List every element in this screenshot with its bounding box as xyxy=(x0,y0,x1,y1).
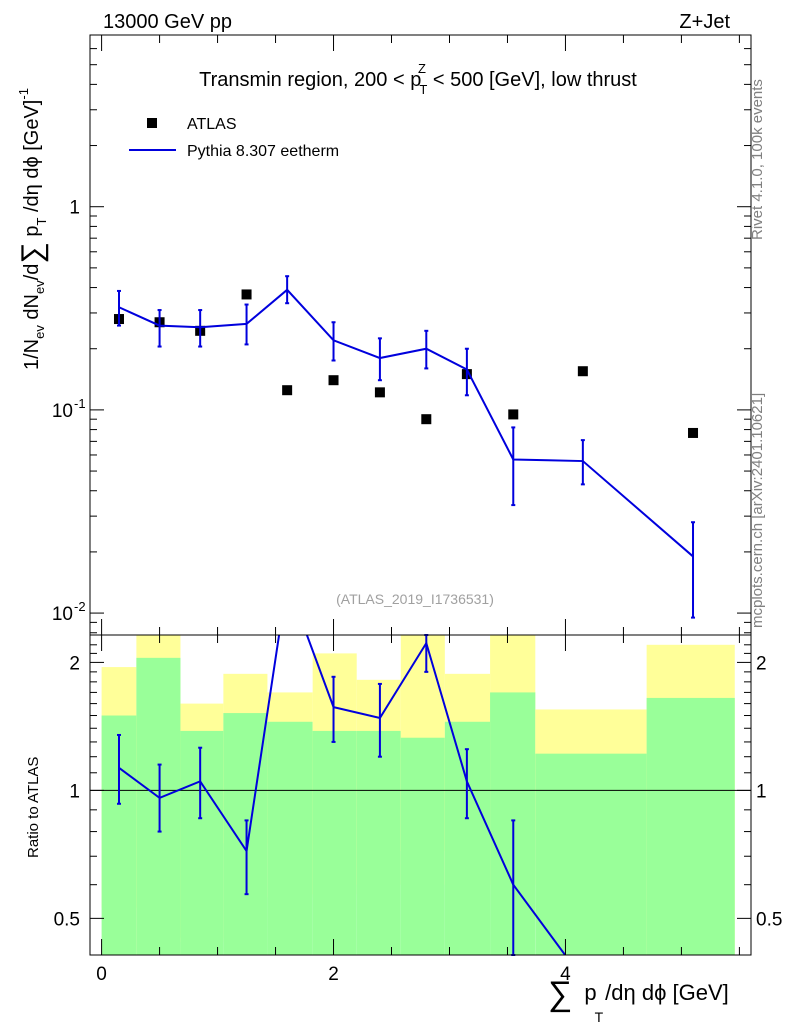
ratio-ytick-label-right: 1 xyxy=(756,781,767,802)
main-ytick-exponent: -2 xyxy=(74,599,86,614)
main-ytick-label: 10 xyxy=(52,401,73,422)
atlas-data-point xyxy=(577,366,588,377)
inner-band-bin xyxy=(356,730,401,955)
inner-band-bin xyxy=(400,737,445,955)
process-label: Z+Jet xyxy=(679,11,730,33)
ratio-ylabel: Ratio to ATLAS xyxy=(25,757,42,858)
inner-band-bin xyxy=(312,730,357,955)
ratio-uncertainty-bands xyxy=(101,635,735,955)
legend-atlas-marker xyxy=(147,118,157,128)
atlas-data-point xyxy=(328,375,339,386)
title-part1: Transmin region, 200 < p xyxy=(199,69,421,91)
atlas-data-series xyxy=(113,289,699,438)
title-part2: < 500 [GeV], low thrust xyxy=(427,69,637,91)
plot-title: Transmin region, 200 < pT < 500 [GeV], l… xyxy=(199,69,637,97)
inner-band-bin xyxy=(223,713,268,955)
rivet-version-label: Rivet 4.1.0, 100k events xyxy=(749,79,766,240)
atlas-data-point xyxy=(282,385,293,396)
source-label: mcplots.cern.ch [arXiv:2401.10621] xyxy=(749,393,766,628)
inner-band-bin xyxy=(136,657,181,955)
ratio-mc-series xyxy=(116,634,567,956)
main-ytick-exponent: -1 xyxy=(74,396,86,411)
ratio-ytick-label-left: 2 xyxy=(69,653,80,674)
inner-band-bin xyxy=(535,753,647,955)
ratio-ytick-label-left: 1 xyxy=(69,781,80,802)
legend-atlas-label: ATLAS xyxy=(187,116,237,133)
title-sub: T xyxy=(419,82,427,97)
ratio-ytick-label-right: 0.5 xyxy=(756,909,782,930)
main-ytick-label: 1 xyxy=(69,198,80,219)
ratio-ytick-label-right: 2 xyxy=(756,653,767,674)
atlas-data-point xyxy=(508,409,519,420)
atlas-data-point xyxy=(421,414,432,425)
atlas-data-point xyxy=(374,387,385,398)
axis-ticks: 110 -110 -20.5 0.51 12 20 2 4 xyxy=(52,34,782,985)
inner-band-bin xyxy=(267,721,313,955)
title-sup: Z xyxy=(418,61,426,76)
x-axis-label: ∑ p T/dη dϕ [GeV] xyxy=(548,975,729,1024)
beam-label: 13000 GeV pp xyxy=(103,11,232,33)
analysis-watermark: (ATLAS_2019_I1736531) xyxy=(336,591,494,607)
atlas-data-point xyxy=(241,289,252,300)
svg-text:1/Nev dNev/d∑ pT /dη dϕ [GeV]: 1/Nev dNev/d∑ pT /dη dϕ [GeV]-1 xyxy=(16,88,49,370)
ratio-frame xyxy=(89,634,752,956)
legend-mc-label: Pythia 8.307 eetherm xyxy=(187,143,339,160)
inner-band-bin xyxy=(180,730,224,955)
inner-band-bin xyxy=(646,697,735,955)
xtick-label: 4 xyxy=(560,964,571,985)
main-ylabel: 1/Nev dNev/d∑ pT /dη dϕ [GeV]-1 xyxy=(16,88,49,370)
xtick-label: 2 xyxy=(328,964,339,985)
axis-frames xyxy=(89,34,752,956)
atlas-data-point xyxy=(688,427,699,438)
pythia-mc-series xyxy=(116,275,696,619)
ratio-ytick-label-left: 0.5 xyxy=(54,909,80,930)
xtick-label: 0 xyxy=(96,964,107,985)
svg-text:∑ pT/dη dϕ [GeV]: ∑ p T/dη dϕ [GeV] xyxy=(548,975,729,1024)
main-ytick-label: 10 xyxy=(52,604,73,625)
